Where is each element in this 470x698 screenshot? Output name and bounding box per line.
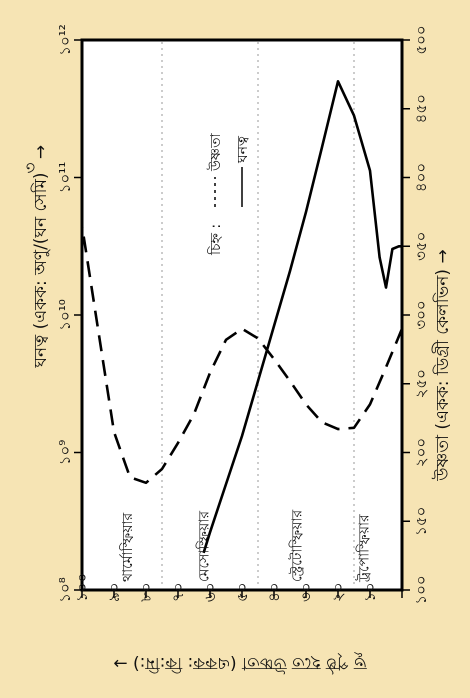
temperature-tick-label: ৩৫০ [412, 232, 430, 261]
temperature-tick-label: ১৫০ [412, 507, 430, 536]
layer-label: থার্মোস্ফিয়ার [119, 512, 136, 582]
layer-label: ট্রপোস্ফিয়ার [356, 514, 373, 583]
temperature-tick-label: ২৫০ [412, 369, 430, 398]
layer-label: স্ট্রেটোস্ফিয়ার [288, 509, 305, 582]
legend-entry-temperature: উষ্ণতা [207, 132, 224, 172]
layer-label: মেসোস্ফিয়ার [196, 511, 213, 582]
height-axis-title: ভূ পৃষ্ঠ হতে উচ্চতা (একক: কি:মি:) → [113, 653, 367, 674]
grid [161, 42, 355, 588]
density-axis-title: ঘনত্ব (একক: অণু/(ঘন সেমি) [30, 172, 51, 368]
temperature-tick-label: ৪৫০ [412, 94, 430, 123]
density-tick-label: ১০⁹ [56, 440, 74, 466]
height-tick-label: ৬০ [201, 582, 219, 602]
density-tick-label: ১০¹¹ [56, 162, 74, 194]
legend-title: চিহ্ন : [207, 224, 224, 256]
density-axis-sup: ৩ [21, 162, 41, 173]
series [80, 80, 404, 554]
temperature-tick-label: ৫০০ [412, 25, 430, 54]
height-tick-label: ৭০ [169, 582, 187, 602]
height-tick-label: ১০০ [73, 573, 91, 602]
density-tick-label: ১০¹² [56, 24, 74, 56]
height-tick-label: ২০ [329, 582, 347, 602]
plot-frame [80, 38, 404, 592]
series-line-density [202, 80, 402, 554]
height-tick-label: ১০ [361, 583, 379, 603]
height-tick-label: ৮০ [137, 583, 155, 603]
height-tick-label: ৫০ [233, 583, 251, 603]
density-tick-label: ১০⁸ [56, 577, 74, 603]
height-tick-label: ৯০ [105, 583, 123, 603]
temperature-tick-label: ৪০০ [412, 163, 430, 192]
temperature-tick-label: ২০০ [412, 438, 430, 467]
height-tick-label: ৪০ [265, 583, 283, 603]
temperature-axis-title: উষ্ণতা (একক: ডিগ্রী কেলভিন) → [432, 249, 453, 481]
temperature-tick-label: ১০০ [412, 575, 430, 604]
axis-titles: ঘনত্ব (একক: অণু/(ঘন সেমি) ৩ → উষ্ণতা (এক… [21, 145, 453, 674]
temperature-tick-label: ৩০০ [412, 300, 430, 329]
series-line-temperature [80, 225, 404, 485]
density-axis-arrow: → [31, 145, 51, 159]
density-tick-label: ১০¹⁰ [56, 299, 74, 331]
legend-entry-density: ঘনত্ব [235, 135, 251, 164]
ticks: ১০ ২০ ৩০ ৪০ ৫০ ৬০ ৭০ ৮০ ৯০ ১০০ ১০০ ১৫০ ২০০ ২৫০ ৩০০ ৩৫০ ৪… [56, 24, 430, 604]
height-tick-label: ৩০ [297, 582, 315, 602]
layer-labels: থার্মোস্ফিয়ার মেসোস্ফিয়ার স্ট্রেটোস্ফিয়… [119, 509, 373, 583]
legend: চিহ্ন : উষ্ণতা ঘনত্ব [207, 132, 251, 256]
